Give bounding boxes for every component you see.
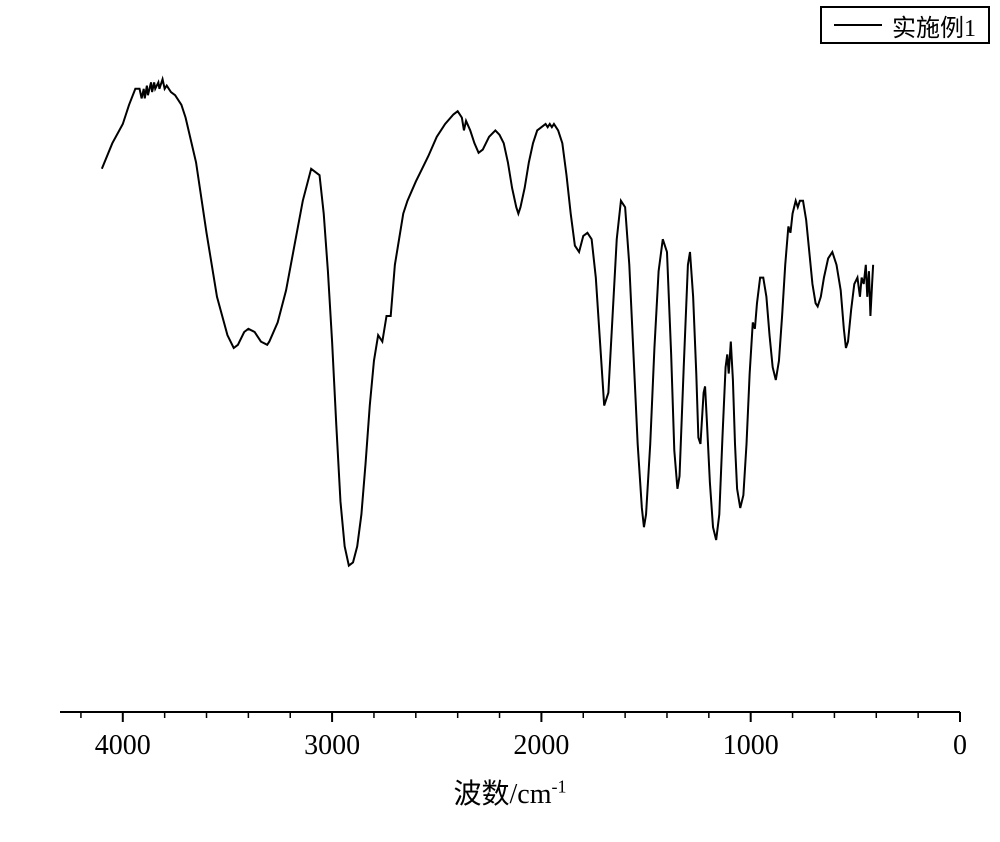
ir-spectrum-chart — [0, 0, 1000, 842]
spectrum-line — [102, 79, 873, 565]
x-tick-label: 3000 — [304, 730, 360, 762]
x-tick-label: 1000 — [723, 730, 779, 762]
legend-label: 实施例1 — [892, 8, 976, 43]
legend-swatch — [834, 24, 882, 26]
legend-box: 实施例1 — [820, 6, 990, 44]
x-tick-label: 4000 — [95, 730, 151, 762]
x-tick-label: 2000 — [513, 730, 569, 762]
x-axis-title: 波数/cm-1 — [454, 772, 567, 812]
x-tick-label: 0 — [953, 730, 967, 762]
